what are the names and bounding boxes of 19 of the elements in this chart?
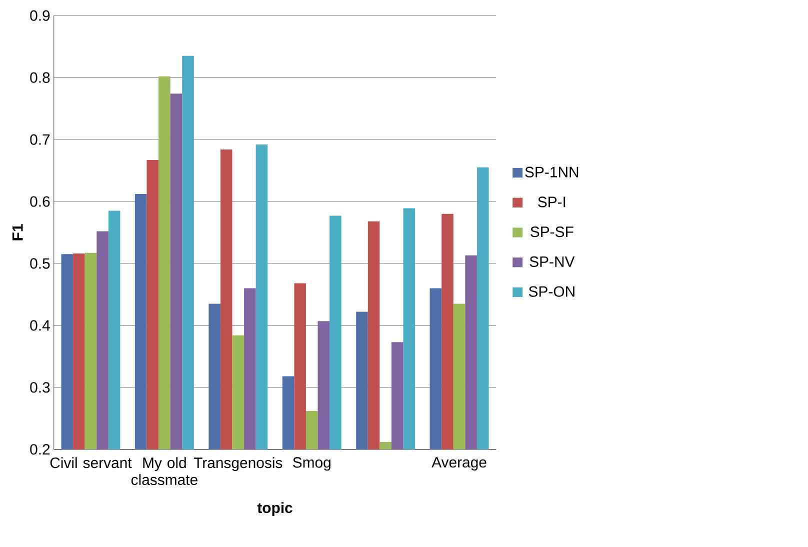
y-tick-label: 0.7 <box>30 134 50 145</box>
y-tick-label: 0.2 <box>30 444 50 455</box>
y-tick-label: 0.9 <box>30 10 50 21</box>
x-axis-title: topic <box>257 502 292 516</box>
legend-label: SP-NV <box>530 256 575 267</box>
y-tick-label: 0.3 <box>30 382 50 393</box>
y-tick-label: 0.6 <box>30 196 50 207</box>
legend-label: SP-SF <box>530 226 574 238</box>
x-tick-label: Average <box>432 457 486 470</box>
y-axis-title: F1 <box>12 224 23 240</box>
y-tick-label: 0.8 <box>30 72 50 83</box>
y-tick-label: 0.4 <box>30 320 50 331</box>
x-tick-label: Civil servant <box>50 457 132 468</box>
x-tick-label: Smog <box>293 457 330 471</box>
legend-label: SP-I <box>538 196 566 208</box>
x-tick-label: Transgenosis <box>194 457 282 471</box>
legend-label: SP-1NN <box>525 166 578 178</box>
legend-label: SP-ON <box>528 286 574 297</box>
y-tick-label: 0.5 <box>30 258 50 269</box>
